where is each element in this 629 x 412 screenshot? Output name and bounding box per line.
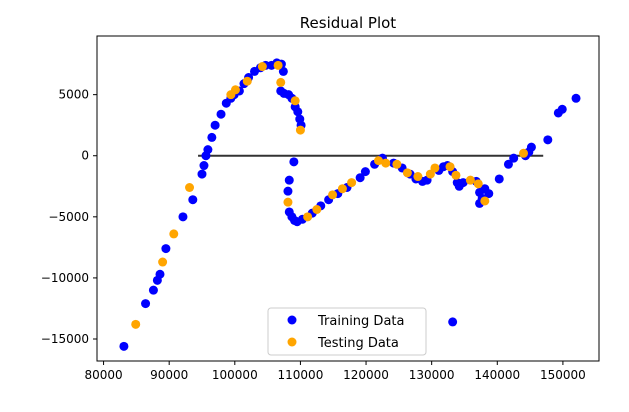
training-data-point	[503, 159, 513, 169]
x-tick-label: 120000	[343, 368, 389, 382]
training-data-point	[141, 299, 151, 309]
training-data-point	[216, 109, 226, 119]
x-tick-label: 110000	[278, 368, 324, 382]
testing-data-point	[451, 170, 461, 180]
training-data-point	[458, 178, 468, 188]
testing-data-point	[257, 62, 267, 72]
data-points-layer	[119, 58, 581, 351]
x-tick-label: 140000	[474, 368, 520, 382]
training-data-point	[178, 212, 188, 222]
testing-data-point	[402, 168, 412, 178]
training-data-point	[543, 135, 553, 145]
training-data-point	[355, 173, 365, 183]
training-data-point	[360, 167, 370, 177]
testing-data-point	[347, 178, 357, 188]
testing-data-point	[374, 156, 384, 166]
training-data-point	[284, 175, 294, 185]
testing-data-point	[273, 60, 283, 70]
training-data-point	[448, 317, 458, 327]
training-data-point	[509, 153, 519, 163]
training-data-point	[199, 161, 209, 171]
x-tick-label: 80000	[84, 368, 122, 382]
training-data-point	[210, 120, 220, 130]
testing-data-point	[303, 212, 313, 222]
testing-data-point	[185, 183, 195, 193]
testing-data-point	[473, 179, 483, 189]
training-data-point	[484, 189, 494, 199]
testing-data-point	[283, 197, 293, 207]
testing-data-point	[290, 96, 300, 106]
training-data-point	[119, 341, 129, 351]
training-data-point	[148, 285, 158, 295]
testing-data-point	[328, 190, 338, 200]
plot-area-frame	[96, 35, 600, 362]
legend-marker-training-data	[287, 315, 297, 325]
training-data-point	[283, 186, 293, 196]
testing-data-point	[295, 125, 305, 135]
legend-box	[267, 307, 427, 356]
training-data-point	[155, 269, 165, 279]
testing-data-point	[276, 77, 286, 87]
x-tick-label: 90000	[150, 368, 188, 382]
testing-data-point	[381, 158, 391, 168]
testing-data-point	[242, 76, 252, 86]
testing-data-point	[425, 169, 435, 179]
training-data-point	[161, 244, 171, 254]
training-data-point	[278, 66, 288, 76]
training-data-point	[571, 93, 581, 103]
chart-title: Residual Plot	[300, 14, 397, 32]
testing-data-point	[392, 159, 402, 169]
testing-data-point	[413, 172, 423, 182]
legend-label-testing-data: Testing Data	[317, 336, 399, 351]
testing-data-point	[169, 229, 179, 239]
testing-data-point	[430, 163, 440, 173]
testing-data-point	[465, 175, 475, 185]
y-tick-label: −5000	[48, 210, 89, 224]
training-data-point	[526, 142, 536, 152]
training-data-point	[203, 145, 213, 155]
y-tick-label: 0	[81, 149, 89, 163]
testing-data-point	[131, 319, 141, 329]
x-tick-label: 100000	[212, 368, 258, 382]
training-data-point	[293, 107, 303, 117]
training-data-point	[197, 169, 207, 179]
training-data-point	[289, 157, 299, 167]
x-tick-label: 130000	[409, 368, 455, 382]
testing-data-point	[312, 204, 322, 214]
training-data-point	[494, 174, 504, 184]
training-data-point	[188, 195, 198, 205]
testing-data-point	[519, 148, 529, 158]
testing-data-point	[158, 257, 168, 267]
legend: Training Data Testing Data	[267, 307, 427, 356]
legend-label-training-data: Training Data	[317, 314, 404, 329]
x-tick-label: 150000	[540, 368, 586, 382]
testing-data-point	[337, 184, 347, 194]
testing-data-point	[230, 85, 240, 95]
y-tick-label: −15000	[41, 332, 89, 346]
legend-marker-testing-data	[287, 337, 297, 347]
y-tick-label: 5000	[58, 88, 89, 102]
training-data-point	[557, 104, 567, 114]
y-tick-label: −10000	[41, 271, 89, 285]
training-data-point	[207, 132, 217, 142]
testing-data-point	[480, 196, 490, 206]
x-axis: 80000 90000 100000 110000 120000 130000 140000…	[84, 361, 586, 382]
y-axis: −15000 −10000 −5000 0 5000	[41, 88, 97, 346]
testing-data-point	[445, 162, 455, 172]
